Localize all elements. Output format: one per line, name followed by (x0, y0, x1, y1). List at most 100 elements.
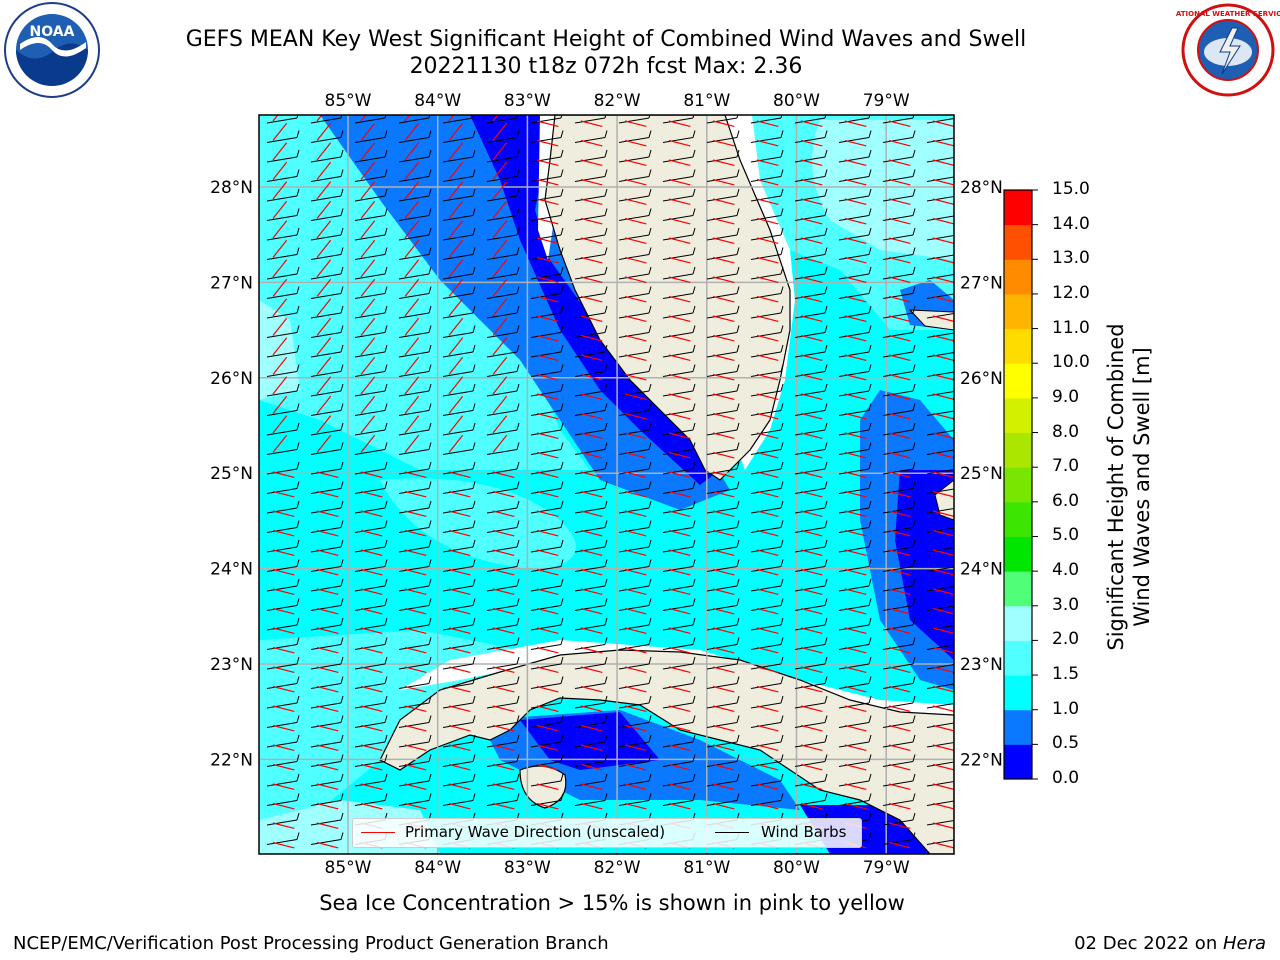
wave-direction-arrow (492, 181, 508, 200)
wind-barb (574, 254, 606, 260)
wind-barb (266, 195, 298, 202)
wind-barb-flag (736, 227, 740, 236)
wind-barb (486, 488, 518, 494)
wind-barb (530, 663, 562, 670)
wind-barb (882, 644, 914, 650)
lon-label-top: 84°W (414, 91, 461, 111)
wind-barb-flag (428, 442, 432, 450)
wave-direction-arrow (756, 529, 779, 537)
wind-barb-flag (868, 344, 872, 353)
wave-direction-arrow (932, 412, 954, 420)
wave-direction-arrow (756, 744, 779, 752)
wind-barb-flag (472, 637, 476, 645)
wave-direction-arrow (712, 705, 735, 713)
wind-barb (662, 605, 694, 611)
wave-direction-arrow (580, 724, 603, 732)
wind-barb-flag (428, 208, 432, 216)
wind-barb-flag (428, 403, 432, 411)
wind-barb-flag (648, 695, 652, 704)
wave-direction-arrow (404, 646, 427, 654)
wave-direction-arrow (932, 295, 954, 303)
wave-direction-arrow (360, 471, 383, 479)
wind-barb (838, 410, 870, 416)
wave-direction-arrow (844, 393, 867, 401)
wind-barb (838, 234, 870, 241)
wind-barb-flag (868, 130, 872, 138)
wave-direction-arrow (492, 490, 515, 498)
wind-barb-flag (736, 442, 740, 450)
wind-barb-flag (868, 422, 872, 431)
wind-barb (398, 663, 430, 670)
wind-barb-flag (736, 364, 740, 372)
wind-barb (706, 254, 738, 260)
wind-barb (618, 605, 650, 611)
wind-barb-flag (692, 559, 696, 567)
nws-logo-text: NATIONAL WEATHER SERVICE (1176, 10, 1280, 18)
wave-direction-arrow (448, 490, 471, 498)
wind-barb (442, 371, 474, 377)
wave-direction-arrow (624, 568, 647, 576)
wind-barb-flag (428, 617, 432, 626)
wave-direction-arrow (888, 490, 911, 498)
colorbar-segment (1004, 640, 1032, 676)
wind-barb-flag (957, 638, 959, 645)
wind-barb (398, 195, 430, 202)
wind-barb (398, 390, 430, 397)
wind-barb (574, 644, 606, 650)
wind-barb-flag (957, 267, 959, 274)
wave-direction-arrow (492, 744, 515, 752)
wave-direction-arrow (448, 200, 464, 219)
wind-barb-flag (560, 520, 564, 528)
wind-barb-flag (472, 481, 476, 489)
wave-direction-arrow (756, 120, 779, 128)
wind-barb-flag (780, 403, 784, 411)
wave-direction-arrow (712, 451, 735, 459)
wave-direction-arrow (756, 568, 779, 576)
wave-direction-arrow (360, 744, 383, 752)
wind-barb (310, 488, 342, 494)
wind-barb (882, 546, 914, 553)
sea-ice-note: Sea Ice Concentration > 15% is shown in … (319, 891, 905, 915)
wind-barb (794, 507, 826, 514)
wave-direction-arrow (624, 685, 647, 693)
wind-barb-flag (736, 461, 740, 470)
wind-barb (882, 137, 914, 143)
wave-direction-arrow (448, 724, 471, 732)
wind-barb-flag (868, 715, 872, 723)
wind-barb (398, 741, 430, 748)
wave-direction-arrow (272, 298, 288, 317)
wind-barb (486, 215, 518, 221)
wind-barb-flag (604, 247, 608, 255)
wind-barb (662, 371, 694, 377)
wind-barb (354, 312, 386, 319)
lon-label-top: 80°W (773, 91, 820, 111)
wind-barb (574, 585, 606, 592)
wind-barb-flag (340, 812, 344, 821)
wind-barb-flag (604, 754, 608, 762)
wave-direction-arrow (800, 666, 823, 674)
wind-barb (618, 722, 650, 728)
wind-barb-flag (780, 559, 784, 567)
wind-barb (926, 215, 954, 221)
wave-direction-arrow (756, 666, 779, 674)
wind-barb (750, 566, 782, 572)
wave-direction-arrow (492, 122, 508, 141)
wave-direction-arrow (492, 220, 508, 239)
wave-direction-arrow (800, 256, 823, 264)
wind-barb-flag (428, 247, 432, 255)
wind-barb-flag (340, 227, 344, 236)
wind-barb-flag (560, 383, 564, 392)
wind-barb-flag (560, 422, 564, 431)
wave-direction-arrow (756, 471, 779, 479)
colorbar-tick-label: 4.0 (1052, 560, 1080, 581)
wave-direction-arrow (404, 490, 427, 498)
wind-barb-flag (340, 149, 344, 158)
wind-barb (354, 234, 386, 241)
wind-barb (750, 527, 782, 533)
wave-direction-arrow (624, 276, 647, 284)
wind-barb (794, 800, 826, 806)
wind-barb (882, 780, 914, 787)
wind-barb-flag (604, 149, 608, 158)
wave-direction-arrow (668, 666, 691, 674)
wind-barb (266, 819, 298, 826)
